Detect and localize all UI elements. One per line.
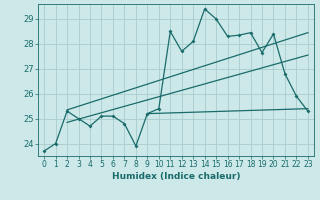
X-axis label: Humidex (Indice chaleur): Humidex (Indice chaleur) [112,172,240,181]
